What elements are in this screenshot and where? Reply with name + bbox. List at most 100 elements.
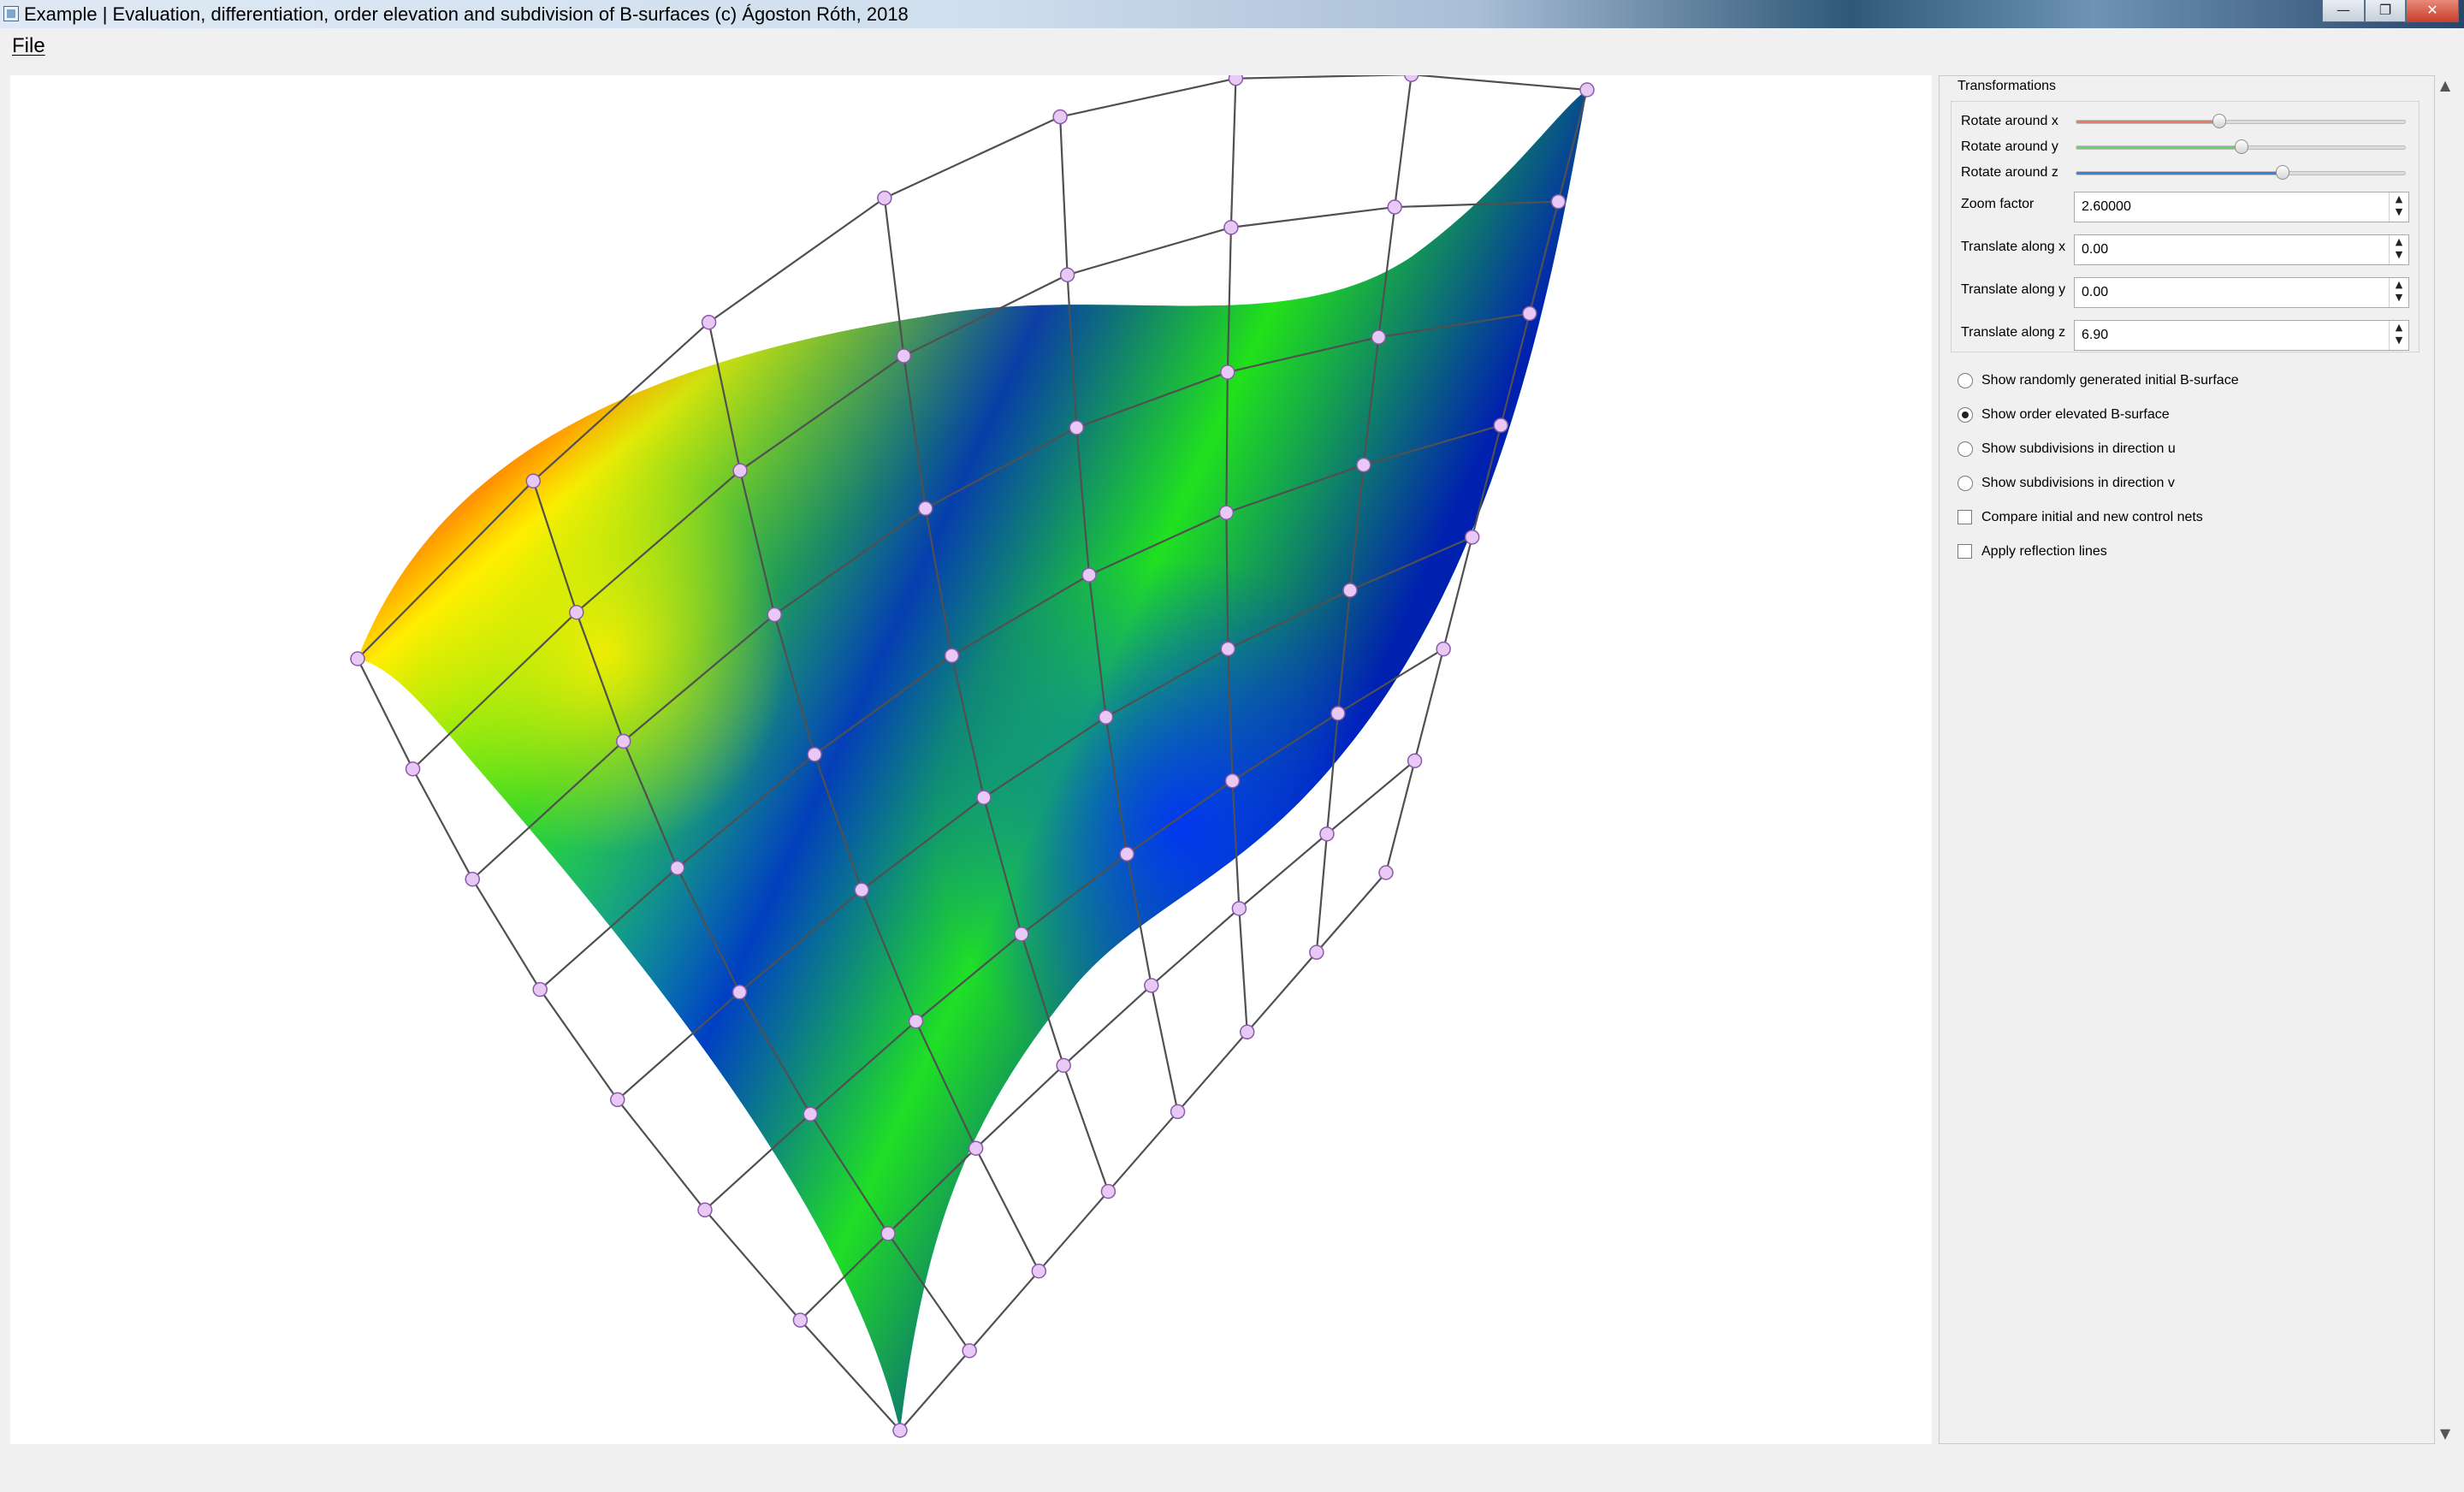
- menu-bar: File: [0, 29, 2464, 63]
- control-net-edge: [1557, 89, 1589, 202]
- control-net-edge: [884, 115, 1061, 199]
- control-net-edge: [1362, 337, 1380, 465]
- control-point: [807, 747, 822, 762]
- control-point: [610, 1092, 625, 1108]
- control-net-edge: [676, 754, 815, 869]
- control-net-edge: [1063, 985, 1152, 1067]
- transformations-group: [1951, 101, 2420, 352]
- control-net-edge: [1326, 760, 1416, 835]
- control-point: [350, 651, 365, 666]
- control-point: [1098, 709, 1114, 725]
- translate-x-value: 0.00: [2082, 242, 2109, 257]
- scroll-down-arrow-icon[interactable]: ▼: [2439, 1425, 2451, 1442]
- control-net-edge: [974, 1064, 1064, 1150]
- spin-arrows-icon[interactable]: ▲ ▼: [2389, 192, 2408, 222]
- control-point: [1464, 530, 1480, 545]
- control-net-edge: [1395, 200, 1559, 209]
- control-net-edge: [899, 1350, 970, 1431]
- control-net-edge: [1231, 712, 1339, 782]
- spin-arrows-icon[interactable]: ▲ ▼: [2389, 278, 2408, 307]
- control-point: [1407, 753, 1423, 769]
- control-net-edge: [1235, 75, 1412, 80]
- control-net-edge: [1363, 424, 1502, 466]
- control-net-edge: [1020, 933, 1065, 1066]
- control-point: [1330, 706, 1346, 721]
- translate-z-spinbox[interactable]: 6.90 ▲ ▼: [2074, 320, 2409, 351]
- control-point: [1309, 944, 1324, 960]
- control-net-edge: [951, 655, 985, 798]
- control-net-edge: [1088, 512, 1227, 577]
- control-point: [465, 871, 480, 887]
- control-net-edge: [1176, 1031, 1248, 1113]
- control-point: [1550, 193, 1567, 210]
- control-net-edge: [1126, 854, 1152, 986]
- radio-subdivision-v[interactable]: [1958, 476, 1973, 491]
- control-point: [892, 1423, 908, 1438]
- control-net-edge: [1442, 536, 1473, 649]
- translate-x-spinbox[interactable]: 0.00 ▲ ▼: [2074, 234, 2409, 265]
- panel-scrollbar[interactable]: [2437, 96, 2454, 1424]
- control-net-edge: [903, 274, 1069, 357]
- control-point: [1031, 1263, 1047, 1279]
- control-point: [1404, 75, 1419, 82]
- control-net-edge: [1225, 512, 1229, 649]
- maximize-button[interactable]: ❐: [2365, 0, 2406, 22]
- option-subdivision-v-label[interactable]: Show subdivisions in direction v: [1981, 476, 2175, 490]
- control-net-edge: [1394, 75, 1413, 208]
- rotate-y-slider[interactable]: [2076, 139, 2406, 154]
- control-net-edge: [773, 507, 927, 616]
- option-initial-surface-label[interactable]: Show randomly generated initial B-surfac…: [1981, 373, 2239, 388]
- control-net-edge: [982, 796, 1022, 935]
- control-net-edge: [1471, 424, 1502, 538]
- control-net: [357, 75, 1589, 1431]
- close-button[interactable]: ✕: [2406, 0, 2459, 22]
- control-net-edge: [1349, 536, 1473, 592]
- control-point: [697, 1202, 713, 1218]
- rotate-x-slider-handle[interactable]: [2212, 114, 2226, 128]
- rotate-y-slider-handle[interactable]: [2235, 139, 2248, 154]
- control-net-edge: [1315, 833, 1329, 953]
- translate-z-value: 6.90: [2082, 328, 2109, 342]
- gl-viewport[interactable]: [10, 75, 1932, 1444]
- control-net-edge: [539, 988, 619, 1101]
- radio-subdivision-u[interactable]: [1958, 441, 1973, 457]
- rotate-x-slider[interactable]: [2076, 114, 2406, 128]
- translate-y-spinbox[interactable]: 0.00 ▲ ▼: [2074, 277, 2409, 308]
- control-point: [944, 648, 960, 664]
- rotate-z-slider-handle[interactable]: [2276, 165, 2289, 180]
- control-net-edge: [1226, 464, 1365, 514]
- control-net-edge: [861, 889, 917, 1022]
- spin-arrows-icon[interactable]: ▲ ▼: [2389, 321, 2408, 350]
- control-net-edge: [773, 614, 816, 755]
- control-point: [962, 1343, 977, 1359]
- option-compare-nets-label[interactable]: Compare initial and new control nets: [1981, 510, 2203, 524]
- control-point: [669, 860, 685, 876]
- control-net-edge: [357, 480, 535, 660]
- checkbox-compare-nets[interactable]: [1958, 510, 1972, 524]
- option-order-elevated-label[interactable]: Show order elevated B-surface: [1981, 407, 2170, 422]
- control-point: [1224, 773, 1241, 789]
- control-net-edge: [738, 889, 862, 993]
- spin-arrows-icon[interactable]: ▲ ▼: [2389, 235, 2408, 264]
- control-point: [1378, 865, 1394, 880]
- scroll-up-arrow-icon[interactable]: ▲: [2439, 77, 2451, 93]
- checkbox-reflection-lines[interactable]: [1958, 544, 1972, 559]
- rotate-z-slider[interactable]: [2076, 165, 2406, 180]
- control-point: [1059, 267, 1075, 283]
- control-point: [1231, 901, 1247, 916]
- control-point: [918, 500, 933, 517]
- minimize-button[interactable]: —: [2322, 0, 2365, 22]
- menu-file[interactable]: File: [12, 34, 45, 57]
- control-net-edge: [1063, 1064, 1110, 1192]
- control-point: [976, 790, 992, 805]
- radio-order-elevated[interactable]: [1958, 407, 1973, 423]
- zoom-factor-spinbox[interactable]: 2.60000 ▲ ▼: [2074, 192, 2409, 222]
- control-net-edge: [968, 1270, 1040, 1352]
- control-point: [968, 1140, 984, 1156]
- radio-initial-surface[interactable]: [1958, 373, 1973, 388]
- rotate-y-label: Rotate around y: [1961, 139, 2058, 154]
- option-subdivision-u-label[interactable]: Show subdivisions in direction u: [1981, 441, 2176, 456]
- control-net-edge: [1075, 427, 1091, 576]
- option-reflection-lines-label[interactable]: Apply reflection lines: [1981, 544, 2107, 559]
- control-net-edge: [1227, 336, 1379, 374]
